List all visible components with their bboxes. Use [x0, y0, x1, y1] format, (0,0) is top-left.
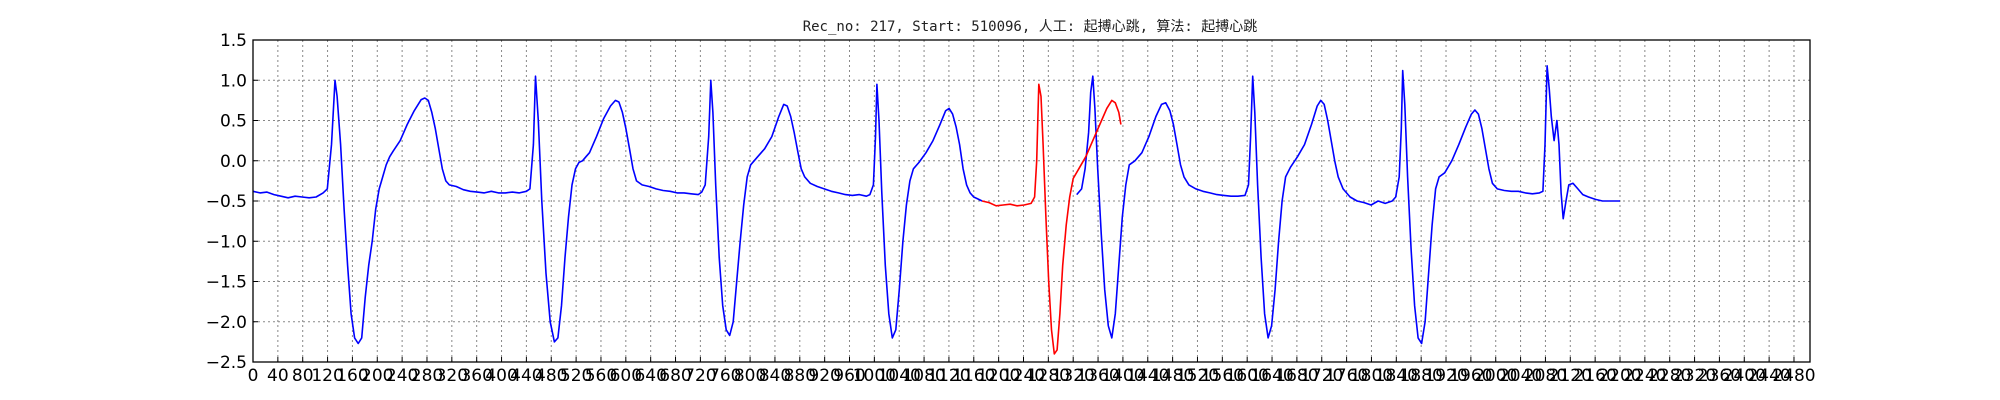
x-tick-label: 520	[560, 366, 592, 386]
y-tick-label: −2.5	[206, 353, 247, 373]
x-tick-label: 1200	[977, 366, 1020, 386]
x-axis: 0 40 8012016020024028032036040044048052056…	[248, 357, 1816, 386]
x-tick-label: 1280	[1027, 366, 1070, 386]
x-tick-label: 80	[292, 366, 314, 386]
x-tick-label: 1440	[1126, 366, 1169, 386]
x-tick-label: 600	[610, 366, 642, 386]
x-tick-label: 1400	[1101, 366, 1144, 386]
x-tick-label: 480	[535, 366, 567, 386]
x-tick-label: 1120	[927, 366, 970, 386]
x-tick-label: 2480	[1772, 366, 1815, 386]
x-tick-label: 2160	[1574, 366, 1617, 386]
x-tick-label: 1040	[878, 366, 921, 386]
x-tick-label: 1520	[1176, 366, 1219, 386]
x-tick-label: 760	[709, 366, 741, 386]
x-tick-label: 1720	[1300, 366, 1343, 386]
x-tick-label: 320	[436, 366, 468, 386]
x-tick-label: 880	[784, 366, 816, 386]
x-tick-label: 240	[386, 366, 418, 386]
x-tick-label: 2040	[1499, 366, 1542, 386]
x-tick-label: 800	[734, 366, 766, 386]
x-tick-label: 1680	[1275, 366, 1318, 386]
x-tick-label: 2360	[1698, 366, 1741, 386]
y-tick-label: −0.5	[206, 192, 247, 212]
x-tick-label: 1160	[952, 366, 995, 386]
y-tick-label: 1.0	[220, 71, 247, 91]
x-tick-label: 960	[833, 366, 865, 386]
x-tick-label: 160	[336, 366, 368, 386]
x-tick-label: 1320	[1052, 366, 1095, 386]
x-tick-label: 0	[248, 366, 259, 386]
x-tick-label: 1240	[1002, 366, 1045, 386]
y-tick-label: 0.0	[220, 152, 247, 172]
x-tick-label: 280	[411, 366, 443, 386]
x-tick-label: 1960	[1449, 366, 1492, 386]
plot-area	[252, 65, 1620, 355]
x-tick-label: 2000	[1474, 366, 1517, 386]
x-tick-label: 2080	[1524, 366, 1567, 386]
x-tick-label: 1840	[1375, 366, 1418, 386]
y-tick-label: 1.5	[220, 31, 247, 51]
x-tick-label: 440	[510, 366, 542, 386]
x-tick-label: 1600	[1226, 366, 1269, 386]
x-tick-label: 1000	[853, 366, 896, 386]
x-tick-label: 1760	[1325, 366, 1368, 386]
x-tick-label: 1560	[1201, 366, 1244, 386]
y-axis: 1.5 1.0 0.5 0.0 −0.5 −1.0 −1.5 −2.0 −2.5	[206, 31, 258, 373]
x-tick-label: 200	[361, 366, 393, 386]
x-tick-label: 2240	[1623, 366, 1666, 386]
x-tick-label: 40	[267, 366, 289, 386]
x-tick-label: 2120	[1549, 366, 1592, 386]
series-line-1-segment-1	[252, 75, 983, 345]
x-tick-label: 2440	[1747, 366, 1790, 386]
x-tick-label: 2200	[1598, 366, 1641, 386]
x-tick-label: 2400	[1723, 366, 1766, 386]
chart-title: Rec_no: 217, Start: 510096, 人工: 起搏心跳, 算法…	[803, 18, 1258, 35]
x-tick-label: 2320	[1673, 366, 1716, 386]
x-tick-label: 840	[759, 366, 791, 386]
x-tick-label: 720	[684, 366, 716, 386]
x-tick-label: 1640	[1250, 366, 1293, 386]
x-tick-label: 1880	[1400, 366, 1443, 386]
axes-frame	[252, 39, 1811, 363]
x-tick-label: 920	[808, 366, 840, 386]
x-tick-label: 560	[585, 366, 617, 386]
x-tick-label: 1080	[902, 366, 945, 386]
y-tick-label: −2.0	[206, 313, 247, 333]
series-line-2-segment-1	[981, 83, 1122, 355]
grid	[253, 40, 1810, 362]
x-tick-label: 400	[485, 366, 517, 386]
x-tick-label: 1360	[1076, 366, 1119, 386]
x-tick-label: 1480	[1151, 366, 1194, 386]
x-tick-label: 360	[460, 366, 492, 386]
y-tick-label: −1.0	[206, 232, 247, 252]
x-tick-label: 1800	[1350, 366, 1393, 386]
x-tick-label: 1920	[1424, 366, 1467, 386]
x-tick-label: 640	[634, 366, 666, 386]
series-line-1-segment-2	[1076, 65, 1620, 345]
y-tick-label: 0.5	[220, 112, 247, 132]
x-tick-label: 120	[311, 366, 343, 386]
y-tick-label: −1.5	[206, 273, 247, 293]
x-tick-label: 680	[659, 366, 691, 386]
x-tick-label: 2280	[1648, 366, 1691, 386]
